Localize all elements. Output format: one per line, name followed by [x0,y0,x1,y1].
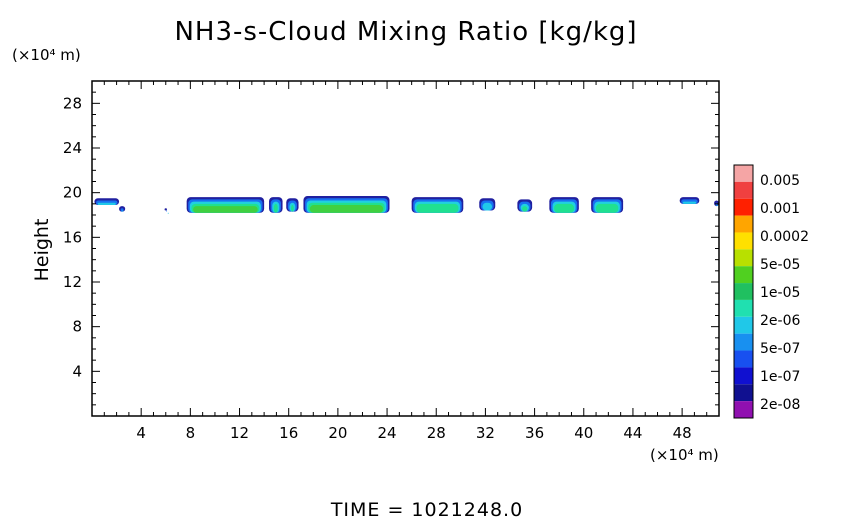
y-axis-ticks: 4 8 12 16 20 24 28 [63,91,719,406]
cloud-band [167,212,169,214]
y-tick-label: 24 [63,139,82,157]
cloud-band [715,202,718,207]
cloud-band [273,203,278,213]
time-footer: TIME = 1021248.0 [330,499,523,519]
x-tick-label: 16 [279,424,298,442]
colorbar-swatch [734,232,753,250]
x-tick-label: 20 [328,424,347,442]
colorbar-label: 0.001 [760,201,800,217]
colorbar-swatch [734,384,753,402]
colorbar-swatch [734,283,753,300]
y-unit-label: (×10⁴ m) [12,46,81,64]
colorbar-label: 0.005 [760,173,800,189]
cloud-patch [591,197,624,213]
cloud-band [482,202,493,211]
y-tick-label: 28 [63,94,82,112]
x-tick-label: 4 [136,424,146,442]
colorbar-swatch [734,333,753,351]
colorbar-swatch [734,181,753,199]
cloud-patch [164,208,169,214]
x-tick-label: 32 [476,424,495,442]
x-tick-label: 36 [525,424,544,442]
cloud-band [717,204,719,207]
cloud-patch [269,197,283,213]
colorbar-label: 2e-08 [760,397,800,413]
cloud-band [309,204,384,213]
cloud-band [595,203,619,213]
colorbar-label: 5e-05 [760,257,800,273]
cloud-patch [517,199,533,212]
cloud-patch [119,206,126,212]
cloud-patch [411,197,464,213]
y-tick-label: 12 [63,273,82,291]
x-tick-label: 48 [673,424,692,442]
colorbar-swatch [734,249,753,267]
y-tick-label: 16 [63,228,82,246]
cloud-band [554,203,575,213]
cloud-patch [479,198,496,211]
cloud-patch [186,197,265,213]
colorbar: 0.005 0.001 0.0002 5e-05 1e-05 2e-06 5e-07 1e-0… [733,164,809,419]
cloud-band [291,204,294,212]
x-tick-label: 28 [427,424,446,442]
colorbar-swatch [734,350,753,368]
cloud-band [166,210,168,212]
x-unit-label: (×10⁴ m) [650,446,719,464]
colorbar-swatch [734,401,753,418]
cloud-patch [303,196,390,213]
colorbar-swatch [734,266,753,284]
cloud-patch [549,197,579,213]
colorbar-label: 2e-06 [760,313,800,329]
colorbar-label: 0.0002 [760,229,809,245]
cloud-band [522,206,528,212]
colorbar-label: 1e-07 [760,369,800,385]
y-tick-label: 4 [72,362,82,380]
cloud-band [193,206,258,213]
x-axis-ticks: 4 8 12 16 20 24 28 32 36 40 44 48 [103,81,708,442]
colorbar-swatch [734,299,753,317]
x-tick-label: 24 [378,424,397,442]
y-tick-label: 20 [63,184,82,202]
colorbar-label: 5e-07 [760,341,800,357]
cloud-patches [94,196,719,214]
colorbar-swatch [734,215,753,233]
plot-frame [91,80,720,417]
chart-title: NH3-s-Cloud Mixing Ratio [kg/kg] [174,17,637,47]
cloud-band [416,203,459,213]
cloud-patch [94,198,120,205]
cloud-patch [286,198,299,212]
colorbar-swatch [734,165,753,182]
x-tick-label: 40 [574,424,593,442]
colorbar-swatch [734,316,753,334]
cloud-patch [679,197,700,204]
x-tick-label: 44 [623,424,642,442]
cloud-band [122,210,124,212]
y-tick-label: 8 [72,318,82,336]
x-tick-label: 8 [186,424,196,442]
colorbar-label: 1e-05 [760,285,800,301]
cloud-band [682,201,697,204]
colorbar-swatch [734,198,753,216]
y-axis-label: Height [31,219,53,282]
colorbar-swatch [734,367,753,385]
x-tick-label: 12 [230,424,249,442]
cloud-band [97,202,116,205]
colorbar-frame [733,164,754,419]
cloud-band [164,208,167,211]
